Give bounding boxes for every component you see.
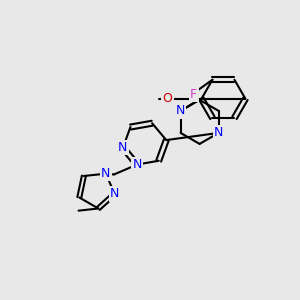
Text: N: N: [118, 141, 128, 154]
Text: N: N: [176, 104, 185, 117]
Text: N: N: [132, 158, 142, 171]
Text: N: N: [214, 126, 223, 140]
Text: N: N: [101, 167, 110, 180]
Text: N: N: [110, 187, 119, 200]
Text: F: F: [190, 88, 197, 100]
Text: O: O: [162, 92, 172, 105]
